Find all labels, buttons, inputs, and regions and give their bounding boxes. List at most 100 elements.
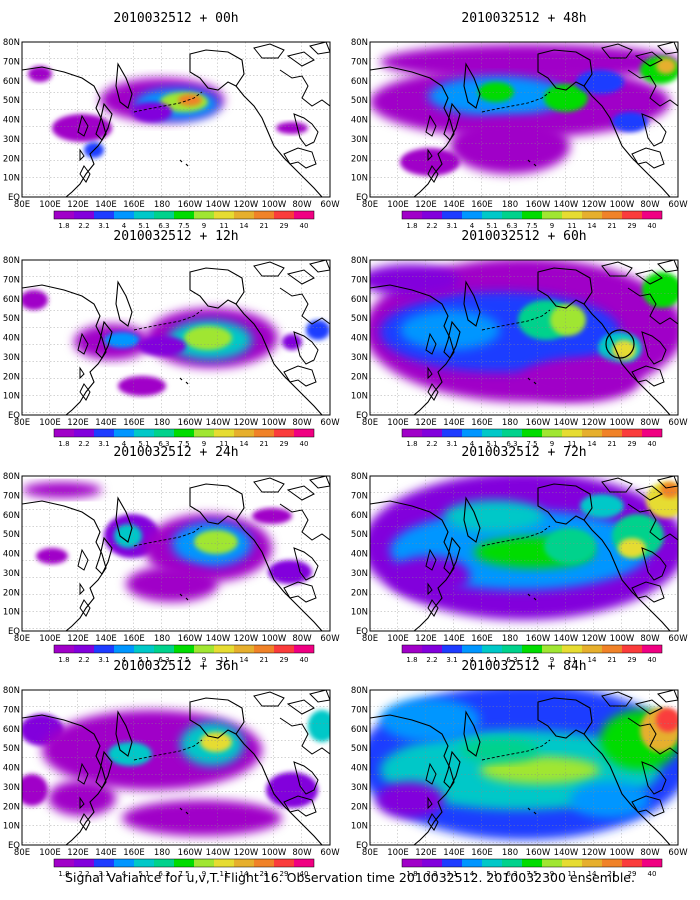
lat-tick-label: 60N (3, 725, 20, 735)
lon-tick-label: 80W (640, 634, 660, 644)
colorbar-swatch (522, 211, 542, 219)
lon-tick-label: 60W (668, 200, 688, 210)
lon-tick-label: 100W (262, 200, 287, 210)
lon-tick-label: 60W (668, 418, 688, 428)
lat-tick-label: 50N (3, 744, 20, 754)
colorbar-swatch (642, 645, 662, 653)
colorbar-label: 9 (550, 440, 554, 448)
colorbar-swatch (582, 429, 602, 437)
lat-tick-label: 20N (3, 154, 20, 164)
colorbar-label: 4 (470, 440, 475, 448)
colorbar-swatch (194, 429, 214, 437)
lon-tick-label: 140W (554, 848, 579, 858)
colorbar-swatch (294, 429, 314, 437)
colorbar-label: 7.5 (526, 656, 537, 664)
lon-tick-label: 100E (387, 634, 409, 644)
lon-tick-label: 100W (262, 848, 287, 858)
colorbar-label: 4 (122, 870, 127, 878)
lon-tick-label: 100E (387, 200, 409, 210)
lon-tick-label: 140E (443, 848, 465, 858)
colorbar-swatch (642, 211, 662, 219)
graticule (22, 476, 330, 631)
lon-tick-label: 160W (178, 200, 203, 210)
lon-tick-label: 160E (471, 418, 493, 428)
lat-tick-label: 10N (3, 392, 20, 402)
colorbar-swatch (582, 645, 602, 653)
colorbar-swatch (114, 645, 134, 653)
colorbar-swatch (214, 645, 234, 653)
panel-title: 2010032512 + 84h (461, 659, 586, 674)
colorbar-swatch (234, 429, 254, 437)
colorbar-label: 9 (202, 440, 206, 448)
colorbar-label: 11 (220, 440, 229, 448)
variance-field (370, 476, 678, 631)
lat-tick-label: 30N (3, 569, 20, 579)
lat-tick-label: 30N (351, 783, 368, 793)
colorbar-swatch (442, 429, 462, 437)
lon-tick-label: 120E (67, 634, 89, 644)
lon-tick-label: 80W (292, 634, 312, 644)
colorbar-label: 6.3 (158, 440, 169, 448)
panel-title: 2010032512 + 24h (113, 445, 238, 460)
lon-tick-label: 100E (39, 418, 61, 428)
lon-tick-label: 100W (262, 634, 287, 644)
colorbar-swatch (214, 429, 234, 437)
colorbar-label: 4 (122, 656, 127, 664)
lat-tick-label: 20N (3, 588, 20, 598)
colorbar-swatch (462, 211, 482, 219)
lon-tick-label: 100W (610, 418, 635, 428)
lon-tick-label: 100E (39, 634, 61, 644)
graticule (370, 260, 678, 415)
colorbar-label: 14 (588, 870, 597, 878)
colorbar-label: 11 (568, 656, 577, 664)
colorbar-label: 5.1 (486, 440, 497, 448)
lon-tick-label: 160W (178, 848, 203, 858)
lon-tick-label: 80W (640, 848, 660, 858)
lat-tick-label: 30N (351, 569, 368, 579)
colorbar-label: 9 (202, 222, 206, 230)
colorbar-label: 6.3 (158, 222, 169, 230)
colorbar-swatch (482, 211, 502, 219)
colorbar-label: 9 (550, 870, 554, 878)
colorbar-label: 3.1 (98, 870, 109, 878)
colorbar-frame (401, 644, 663, 654)
lon-tick-label: 140W (206, 200, 231, 210)
lat-tick-label: 60N (3, 295, 20, 305)
colorbar-label: 2.2 (426, 656, 437, 664)
colorbar-swatch (294, 211, 314, 219)
colorbar-swatch (602, 859, 622, 867)
colorbar-label: 5.1 (486, 870, 497, 878)
colorbar-label: 3.1 (446, 222, 457, 230)
lon-tick-label: 140W (554, 634, 579, 644)
lon-tick-label: 160E (123, 848, 145, 858)
lon-tick-label: 160W (178, 418, 203, 428)
colorbar-swatch (254, 859, 274, 867)
colorbar-swatch (542, 429, 562, 437)
lon-tick-label: 120E (415, 418, 437, 428)
map-frame (369, 689, 679, 846)
lon-tick-label: 100E (387, 848, 409, 858)
lat-tick-label: 20N (351, 154, 368, 164)
lat-tick-label: 20N (351, 588, 368, 598)
colorbar-label: 6.3 (506, 656, 517, 664)
lat-tick-label: 30N (3, 135, 20, 145)
colorbar-label: 4 (470, 656, 475, 664)
lat-tick-label: 10N (351, 822, 368, 832)
lon-tick-label: 120W (234, 634, 259, 644)
colorbar-swatch (542, 645, 562, 653)
colorbar-label: 1.8 (406, 656, 417, 664)
colorbar-swatch (562, 211, 582, 219)
lon-tick-label: 180 (154, 200, 170, 210)
lat-tick-label: 80N (351, 256, 368, 266)
lat-tick-label: 60N (3, 511, 20, 521)
lon-tick-label: 160E (471, 634, 493, 644)
lat-tick-label: 50N (3, 314, 20, 324)
lat-tick-label: EQ (8, 841, 20, 851)
colorbar-swatch (562, 429, 582, 437)
lat-tick-label: 40N (3, 116, 20, 126)
colorbar-label: 9 (550, 656, 554, 664)
colorbar-label: 29 (280, 870, 289, 878)
map-panel-0h: 2010032512 + 00h 80E 100E 120E 140E 160E 180 16… (3, 11, 340, 230)
lat-tick-label: 80N (3, 686, 20, 696)
lat-tick-label: 20N (351, 802, 368, 812)
